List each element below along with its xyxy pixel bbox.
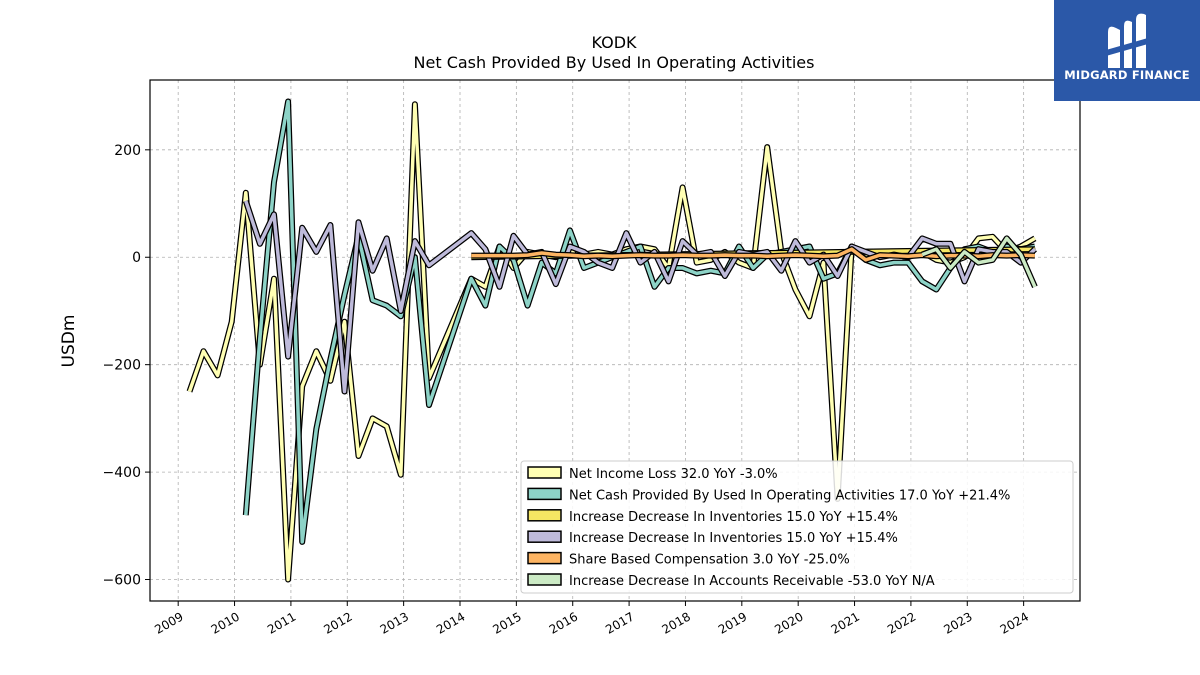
legend-swatch bbox=[527, 551, 562, 565]
x-tick-label: 2011 bbox=[265, 609, 298, 636]
brand-logo: MIDGARD FINANCE bbox=[1054, 0, 1200, 101]
x-tick-label: 2022 bbox=[885, 609, 918, 636]
series-lines bbox=[186, 98, 1038, 583]
series-line bbox=[244, 200, 1037, 394]
series-3 bbox=[242, 199, 1037, 395]
legend-entry: Net Cash Provided By Used In Operating A… bbox=[569, 488, 1010, 503]
legend-swatch bbox=[527, 573, 562, 586]
series-line bbox=[244, 99, 1036, 544]
plot-frame bbox=[149, 79, 1081, 602]
x-tick-label: 2016 bbox=[547, 609, 580, 636]
x-tick-label: 2015 bbox=[490, 609, 523, 636]
legend-entry: Increase Decrease In Inventories 15.0 Yo… bbox=[569, 510, 898, 525]
legend-swatch bbox=[527, 487, 562, 501]
series-1 bbox=[242, 98, 1036, 545]
x-tick-label: 2014 bbox=[434, 609, 467, 636]
y-tick-label: −200 bbox=[103, 358, 141, 374]
x-axis-ticks: 2009 2010 2011 2012 2013 2014 2015 2016 2017 2018… bbox=[152, 601, 1031, 637]
y-axis-ticks: −600 −400 −200 0 200 bbox=[103, 143, 150, 589]
x-tick-label: 2020 bbox=[772, 609, 805, 636]
legend-box bbox=[520, 460, 1074, 594]
y-tick-label: −600 bbox=[103, 573, 141, 589]
y-tick-label: −400 bbox=[103, 465, 141, 481]
legend-entry: Net Income Loss 32.0 YoY -3.0% bbox=[569, 467, 778, 482]
legend-entry: Share Based Compensation 3.0 YoY -25.0% bbox=[569, 553, 850, 568]
x-tick-label: 2023 bbox=[941, 609, 974, 636]
x-tick-label: 2012 bbox=[321, 609, 354, 636]
chart-title: KODK bbox=[591, 33, 637, 52]
x-tick-label: 2019 bbox=[716, 609, 749, 636]
legend-swatch bbox=[527, 530, 562, 543]
legend-swatch bbox=[527, 509, 562, 522]
x-tick-label: 2017 bbox=[603, 609, 636, 636]
x-tick-label: 2018 bbox=[660, 609, 693, 636]
legend-entry: Increase Decrease In Accounts Receivable… bbox=[569, 574, 935, 589]
x-tick-label: 2024 bbox=[998, 609, 1031, 636]
x-tick-label: 2010 bbox=[209, 609, 242, 636]
x-tick-label: 2013 bbox=[378, 609, 411, 636]
x-tick-label: 2021 bbox=[829, 609, 862, 636]
y-tick-label: 0 bbox=[132, 250, 141, 266]
y-axis-label: USDm bbox=[59, 315, 79, 368]
brand-name: MIDGARD FINANCE bbox=[1064, 68, 1190, 82]
series-line-outline bbox=[242, 199, 1037, 395]
y-tick-label: 200 bbox=[114, 143, 141, 159]
series-5 bbox=[921, 235, 1038, 289]
legend-entry: Increase Decrease In Inventories 15.0 Yo… bbox=[569, 531, 898, 546]
legend: Net Income Loss 32.0 YoY -3.0% Net Cash P… bbox=[520, 460, 1074, 594]
x-tick-label: 2009 bbox=[152, 609, 185, 636]
midgard-logo-icon bbox=[1106, 13, 1148, 69]
chart-subtitle: Net Cash Provided By Used In Operating A… bbox=[414, 53, 815, 72]
series-line bbox=[921, 236, 1037, 288]
legend-swatch bbox=[527, 466, 562, 479]
